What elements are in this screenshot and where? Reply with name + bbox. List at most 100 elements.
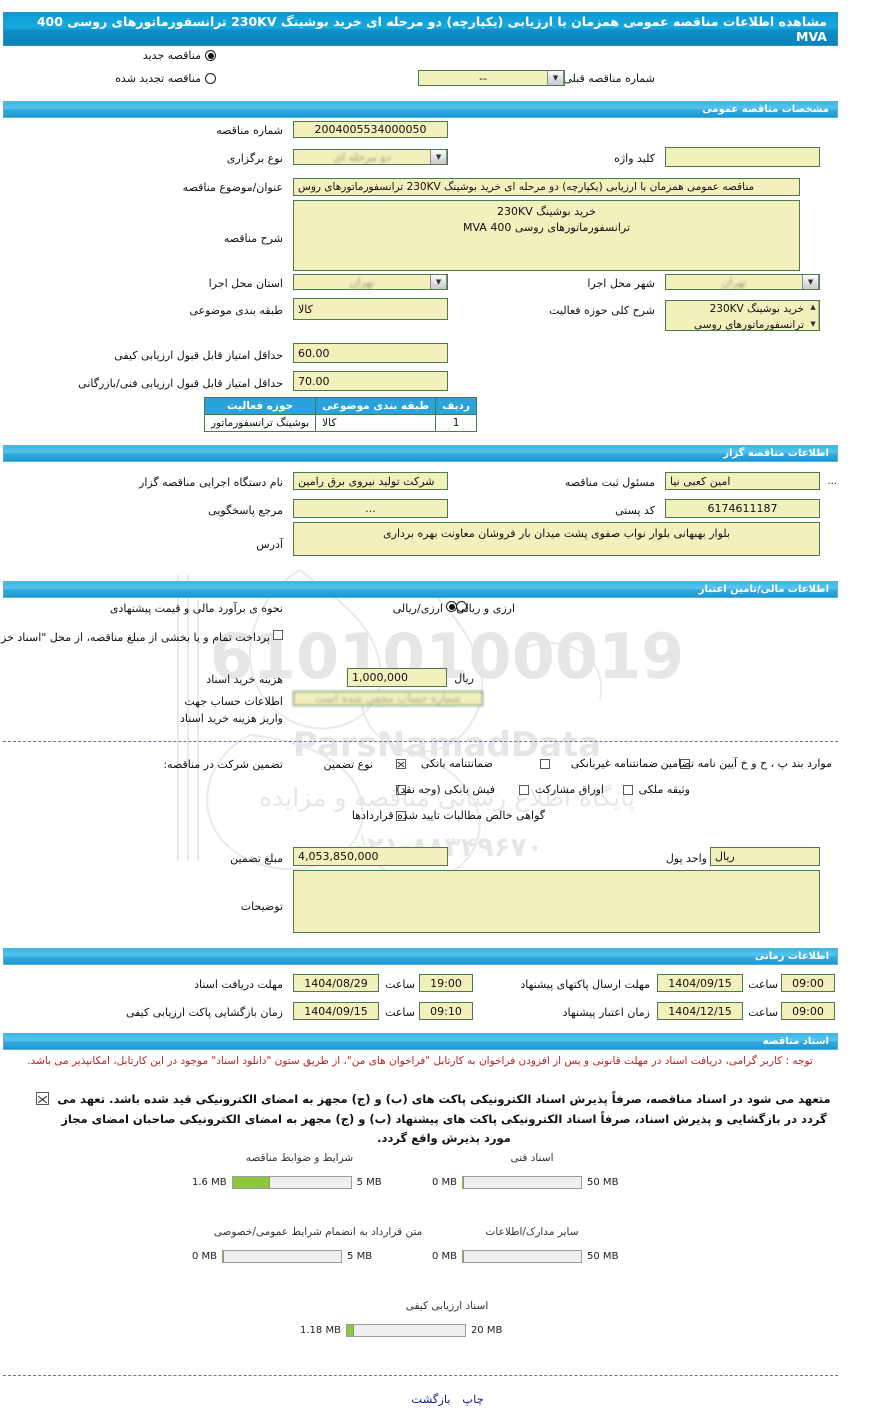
label-participation-bonds: اوراق مشارکت xyxy=(534,783,604,796)
upload-max-3: 50 MB xyxy=(587,1251,619,1262)
upload-progress-fill-4 xyxy=(346,1325,355,1336)
electronic-signature-pledge-text: متعهد می شود در اسناد مناقصه، صرفاً پذیر… xyxy=(57,1092,831,1146)
upload-max-0: 5 MB xyxy=(356,1177,382,1188)
cell-row-number: 1 xyxy=(435,414,477,432)
document-receipt-deadline-time: 19:00 xyxy=(419,974,473,992)
label-new-tender: مناقصه جدید xyxy=(142,49,201,62)
label-deposit-account: اطلاعات حساب جهت واریز هزینه خرید اسناد xyxy=(180,695,283,725)
city-value: تهران xyxy=(721,275,747,289)
document-cost-value: 1,000,000 xyxy=(347,668,447,687)
col-row-number: ردیف xyxy=(435,397,477,415)
table-row: 1 کالا بوشینگ ترانسفورماتور xyxy=(203,414,477,432)
qualitative-envelope-opening-date: 1404/09/15 xyxy=(293,1002,379,1020)
activity-scope-listbox[interactable]: ▲ ▼ خرید بوشینگ 230KV ترانسفورماتورهای ر… xyxy=(665,300,820,331)
keyword-input[interactable] xyxy=(665,147,820,167)
label-participation-guarantee: تضمین شرکت در مناقصه: xyxy=(163,758,283,771)
checkbox-bank-guarantee[interactable] xyxy=(396,759,406,769)
label-tender-description: شرح مناقصه xyxy=(223,232,283,245)
holding-type-value: دو مرحله ای xyxy=(333,150,391,164)
checkbox-bank-receipt[interactable] xyxy=(396,785,406,795)
chevron-down-icon: ▼ xyxy=(430,150,447,164)
label-document-cost-currency: ریال xyxy=(454,672,474,685)
upload-title-1: اسناد فنی xyxy=(510,1152,554,1164)
label-option-forex-rial: ارزی/ریالی xyxy=(392,602,443,615)
document-receipt-deadline-date: 1404/08/29 xyxy=(293,974,379,992)
upload-used-1: 0 MB xyxy=(432,1177,458,1188)
chevron-down-icon: ▼ xyxy=(547,71,564,85)
guarantee-amount-value: 4,053,850,000 xyxy=(293,847,448,866)
label-holding-type: نوع برگزاری xyxy=(226,152,283,165)
upload-used-3: 0 MB xyxy=(432,1251,458,1262)
treasury-documents-note: پرداخت تمام و یا بخشی از مبلغ مناقصه، از… xyxy=(0,631,270,644)
city-select[interactable]: ▼ تهران xyxy=(665,274,820,290)
activity-scope-value: خرید بوشینگ 230KV ترانسفورماتورهای روسی xyxy=(694,303,804,331)
divider-footer xyxy=(3,1375,838,1376)
upload-used-0: 1.6 MB xyxy=(192,1177,227,1188)
label-min-qualitative-score: حداقل امتیاز قابل قبول ارزیابی کیفی xyxy=(114,349,283,362)
label-proposal-submission-deadline: مهلت ارسال پاکتهای پیشنهاد xyxy=(520,978,650,991)
upload-progressbar-0 xyxy=(231,1176,352,1189)
reply-reference-value: ... xyxy=(293,499,448,518)
documents-notice: توجه : کاربر گرامی، دریافت اسناد در مهلت… xyxy=(27,1055,813,1067)
province-select[interactable]: ▼ تهران xyxy=(293,274,448,290)
label-bank-receipt: فیش بانکی (وجه نقد) xyxy=(396,783,495,796)
label-tender-number: شماره مناقصه xyxy=(216,124,283,137)
upload-title-2: متن قرارداد به انضمام شرایط عمومی/خصوصی xyxy=(213,1226,423,1238)
registrar-more-ellipsis[interactable]: ... xyxy=(827,476,837,487)
upload-progressbar-4 xyxy=(345,1324,466,1337)
electronic-signature-pledge-checkbox[interactable] xyxy=(36,1092,49,1105)
subject-category-value: کالا xyxy=(293,298,448,320)
label-net-claims-certificate: گواهی خالص مطالبات تایید شده قراردادها xyxy=(351,809,545,822)
label-tender-registrar: مسئول ثبت مناقصه xyxy=(564,476,655,489)
radio-new-tender[interactable] xyxy=(205,50,216,61)
label-min-technical-score: حداقل امتیاز قابل قبول ارزیابی فنی/بازرگ… xyxy=(78,377,283,390)
postal-code-value: 6174611187 xyxy=(665,499,820,518)
label-regulation-clauses: موارد بند پ ، ح و خ آیین نامه تضامین xyxy=(660,757,832,770)
holding-type-select[interactable]: ▼ دو مرحله ای xyxy=(293,149,448,165)
back-link[interactable]: بازگشت xyxy=(411,1392,451,1406)
print-link[interactable]: چاپ xyxy=(462,1392,484,1406)
checkbox-non-bank-guarantee[interactable] xyxy=(540,759,550,769)
guarantee-notes-value[interactable] xyxy=(293,870,820,933)
address-value: بلوار بهبهانی بلوار نواب صفوی پشت میدان … xyxy=(293,522,820,556)
label-time-1: ساعت xyxy=(385,978,415,991)
label-time-2: ساعت xyxy=(748,978,778,991)
label-document-cost: هزینه خرید اسناد xyxy=(206,673,283,686)
executive-agency-value: شرکت تولید نیروی برق رامین xyxy=(293,472,448,490)
checkbox-net-claims-certificate[interactable] xyxy=(396,811,406,821)
label-previous-tender-number: شماره مناقصه قبلی xyxy=(563,72,655,85)
label-executive-agency: نام دستگاه اجرایی مناقصه گزار xyxy=(139,476,283,489)
label-financial-estimate: نحوه ی برآورد مالی و قیمت پیشنهادی xyxy=(109,602,283,615)
cell-activity-domain: بوشینگ ترانسفورماتور xyxy=(203,414,317,432)
upload-title-3: سایر مدارک/اطلاعات xyxy=(485,1226,579,1238)
upload-row-2: 0 MB 5 MB xyxy=(192,1250,407,1263)
label-guarantee-notes: توضیحات xyxy=(240,900,283,913)
table-header-row: ردیف طبقه بندی موضوعی حوزه فعالیت xyxy=(203,397,477,415)
checkbox-property-deed[interactable] xyxy=(623,785,633,795)
label-address: آدرس xyxy=(256,538,283,551)
radio-forex-and-rial[interactable] xyxy=(456,601,467,612)
upload-progressbar-3 xyxy=(462,1250,583,1263)
label-reply-reference: مرجع پاسخگویی xyxy=(208,504,283,517)
checkbox-regulation-clauses[interactable] xyxy=(680,759,690,769)
upload-used-4: 1.18 MB xyxy=(300,1325,341,1336)
label-time-3: ساعت xyxy=(385,1006,415,1019)
treasury-documents-checkbox[interactable] xyxy=(273,630,283,640)
upload-max-2: 5 MB xyxy=(347,1251,373,1262)
label-subject-category: طبقه بندی موضوعی xyxy=(189,304,283,317)
divider-financial-guarantee xyxy=(3,741,838,742)
previous-tender-number-select[interactable]: ▼ -- xyxy=(418,70,565,86)
proposal-validity-time: 09:00 xyxy=(781,1002,835,1020)
section-header-timing: اطلاعات زمانی xyxy=(3,948,838,965)
checkbox-participation-bonds[interactable] xyxy=(519,785,529,795)
min-qualitative-score-value: 60.00 xyxy=(293,343,448,363)
label-guarantee-amount: مبلغ تضمین xyxy=(230,852,283,865)
radio-renewed-tender[interactable] xyxy=(205,73,216,84)
label-option-forex-and-rial: ارزی و ریالی xyxy=(456,602,515,615)
listbox-scrollbar[interactable]: ▲ ▼ xyxy=(808,301,819,330)
upload-row-1: 0 MB 50 MB xyxy=(432,1176,632,1189)
upload-progress-fill-1 xyxy=(463,1177,465,1188)
tender-subject-value: مناقصه عمومی همزمان با ارزیابی (یکپارچه)… xyxy=(293,178,800,196)
qualitative-envelope-opening-time: 09:10 xyxy=(419,1002,473,1020)
